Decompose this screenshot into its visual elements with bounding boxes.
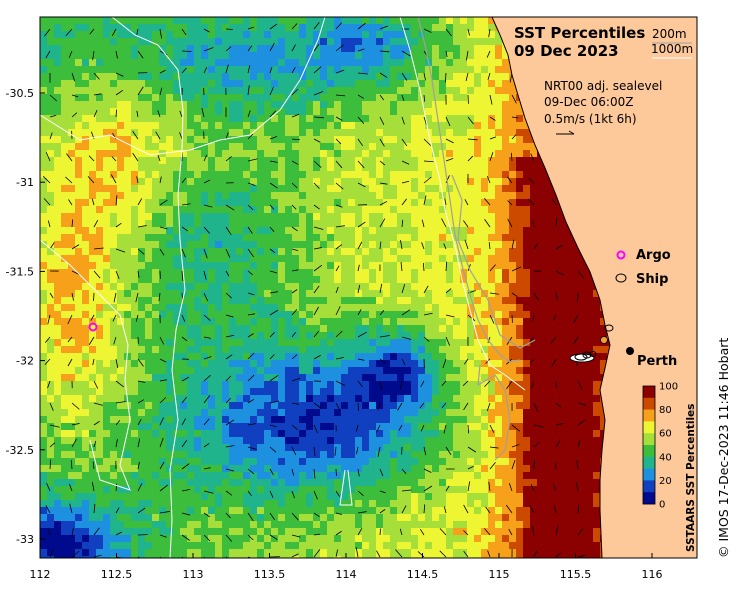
colorbar-title: SSTAARS SST Percentiles <box>685 404 697 552</box>
ship-marker <box>582 351 592 359</box>
currents-scale: 0.5m/s (1kt 6h) <box>544 112 637 126</box>
y-axis: -30.5 -31 -31.5 -32 -32.5 -33 <box>6 87 45 546</box>
y-tick-label: -31.5 <box>6 265 34 278</box>
colorbar-swatch <box>643 492 655 505</box>
y-tick-label: -31 <box>16 176 34 189</box>
ship-legend-icon <box>615 273 627 283</box>
colorbar-tick-label: 20 <box>659 476 672 487</box>
isobath-200m-label: 200m <box>652 27 687 41</box>
x-tick-label: 116 <box>642 568 663 581</box>
colorbar-tick-label: 60 <box>659 429 672 440</box>
x-tick-label: 113.5 <box>254 568 286 581</box>
x-tick-label: 115 <box>489 568 510 581</box>
y-tick-label: -32.5 <box>6 444 34 457</box>
ship-legend-label: Ship <box>636 272 668 287</box>
ship-marker <box>604 324 614 332</box>
x-tick-label: 115.5 <box>560 568 592 581</box>
x-axis: 112 112.5 113 113.5 114 114.5 115 115.5 116 <box>30 553 663 581</box>
argo-floats <box>88 322 98 332</box>
colorbar-swatch <box>643 480 655 493</box>
isobath-1000m <box>40 17 526 558</box>
ship-tracks <box>574 324 614 361</box>
colorbar-swatch <box>643 409 655 422</box>
currents-time: 09-Dec 06:00Z <box>544 95 633 109</box>
isobath-1000m-label: 1000m <box>651 42 693 56</box>
y-tick-label: -33 <box>16 533 34 546</box>
current-scale-arrow <box>556 130 575 135</box>
colorbar-swatch <box>643 433 655 446</box>
map-title: SST Percentiles <box>514 24 645 42</box>
argo-legend-icon <box>616 250 626 260</box>
colorbar-swatch <box>643 386 655 399</box>
x-tick-label: 112.5 <box>101 568 133 581</box>
ship-marker <box>589 351 597 357</box>
colorbar-tick-label: 0 <box>659 500 665 511</box>
argo-float-marker <box>88 322 98 332</box>
colorbar-swatch <box>643 421 655 434</box>
argo-legend-label: Argo <box>636 248 671 263</box>
plot-frame <box>39 16 698 559</box>
map-date: 09 Dec 2023 <box>514 42 619 60</box>
currents-source: NRT00 adj. sealevel <box>544 79 662 93</box>
colorbar-tick-label: 40 <box>659 452 672 463</box>
colorbar-swatch <box>643 468 655 481</box>
y-tick-label: -30.5 <box>6 87 34 100</box>
colorbar-swatch <box>643 397 655 410</box>
imos-credit: © IMOS 17-Dec-2023 11:46 Hobart <box>716 338 731 558</box>
x-tick-label: 112 <box>30 568 51 581</box>
colorbar-swatch <box>643 456 655 469</box>
colorbar-ticks: 100 80 60 40 20 0 <box>659 382 678 511</box>
x-tick-label: 114 <box>336 568 357 581</box>
x-tick-label: 114.5 <box>407 568 439 581</box>
buoy-marker <box>600 336 608 344</box>
colorbar-swatch <box>643 445 655 458</box>
x-tick-label: 113 <box>183 568 204 581</box>
perth-label: Perth <box>637 354 677 369</box>
perth-marker <box>626 347 634 355</box>
isobath-200m <box>417 17 536 461</box>
colorbar-tick-label: 80 <box>659 405 672 416</box>
y-tick-label: -32 <box>16 355 34 368</box>
colorbar-tick-label: 100 <box>659 382 678 393</box>
colorbar <box>642 385 656 505</box>
ship-marker <box>574 353 588 361</box>
